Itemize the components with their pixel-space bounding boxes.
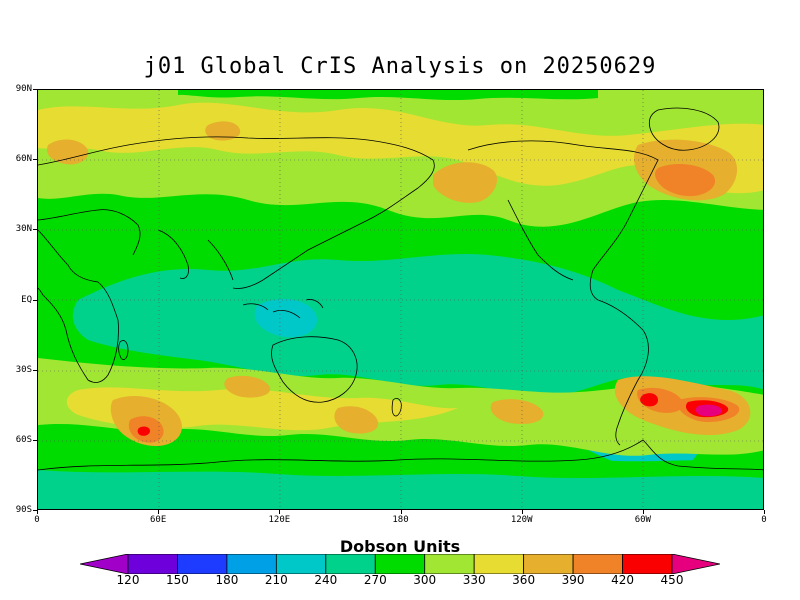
colorbar-swatch	[374, 554, 426, 574]
lon-tick	[764, 510, 765, 514]
colorbar-tick-label: 330	[462, 573, 486, 587]
lat-label: 30S	[15, 364, 32, 375]
lat-tick	[33, 439, 37, 441]
colorbar-tick-label: 270	[363, 573, 387, 587]
lon-label: 180	[392, 515, 409, 525]
colorbar-tick-label: 210	[264, 573, 288, 587]
colorbar-tick-label: 150	[166, 573, 189, 587]
colorbar-swatch	[275, 554, 327, 574]
field-region-270-antarctic	[38, 470, 763, 509]
colorbar-swatch	[127, 554, 178, 574]
field-region-450-s-atl-a	[640, 393, 658, 407]
lon-tick	[37, 510, 38, 514]
lat-tick	[33, 510, 37, 511]
lat-label: 60N	[15, 154, 32, 165]
lat-label: 90N	[15, 84, 32, 94]
colorbar-swatch	[424, 554, 475, 574]
colorbar-swatch	[523, 554, 574, 574]
field-region-390-siberia	[205, 121, 241, 141]
map-title: j01 Global CrIS Analysis on 20250629	[143, 54, 657, 79]
colorbar-tick-label: 240	[314, 573, 338, 587]
field-region-390-s-pac	[490, 399, 544, 424]
lon-label: 120W	[510, 515, 533, 525]
colorbar-swatch-high-end	[671, 554, 720, 574]
lat-tick	[33, 89, 37, 90]
colorbar-tick-label: 360	[512, 573, 536, 587]
field-region-450-s-indian	[137, 426, 150, 436]
ozone-map	[37, 89, 764, 510]
field-region-390-arctic-w	[47, 139, 89, 165]
colorbar-title: Dobson Units	[339, 537, 461, 556]
lon-tick	[158, 510, 160, 514]
lon-label: 60W	[634, 515, 651, 525]
lat-tick	[33, 369, 37, 371]
field-region-390-npac	[433, 162, 498, 203]
coastlines	[38, 107, 763, 471]
colorbar-swatch	[622, 554, 673, 574]
lon-tick	[400, 510, 402, 514]
field-region-max-s-atl	[695, 404, 723, 417]
colorbar-swatch	[177, 554, 228, 574]
colorbar-tick-label: 390	[561, 573, 585, 587]
lat-label: 90S	[15, 505, 32, 515]
colorbar-tick-label: 420	[611, 573, 634, 587]
colorbar-swatch	[473, 554, 525, 574]
colorbar	[80, 554, 720, 574]
lon-tick	[521, 510, 523, 514]
colorbar-swatch	[572, 554, 623, 574]
lat-label: EQ	[21, 294, 32, 305]
lat-tick	[33, 159, 37, 161]
lat-tick	[33, 229, 37, 231]
colorbar-swatch	[325, 554, 376, 574]
lon-label: 0	[761, 515, 767, 525]
field-region-390-nz	[334, 406, 379, 434]
lon-label: 60E	[150, 515, 167, 525]
lon-label: 0	[34, 515, 40, 525]
lat-label: 30N	[15, 224, 32, 235]
colorbar-tick-label: 120	[116, 573, 140, 587]
field-region-300-arctic	[178, 90, 598, 101]
lon-tick	[642, 510, 644, 514]
field-region-390-aus-south	[224, 375, 271, 398]
colorbar-tick-label: 450	[660, 573, 684, 587]
colorbar-swatch-low-end	[80, 554, 129, 574]
lon-label: 120E	[268, 515, 291, 525]
lat-tick	[33, 299, 37, 301]
lat-label: 60S	[15, 434, 32, 445]
lon-tick	[279, 510, 281, 514]
colorbar-swatch	[226, 554, 277, 574]
field-region-420-natl	[655, 164, 716, 197]
colorbar-tick-label: 180	[215, 573, 239, 587]
colorbar-tick-label: 300	[413, 573, 437, 587]
ozone-field-svg	[38, 90, 763, 509]
field-region-240-west-pac	[254, 298, 317, 338]
